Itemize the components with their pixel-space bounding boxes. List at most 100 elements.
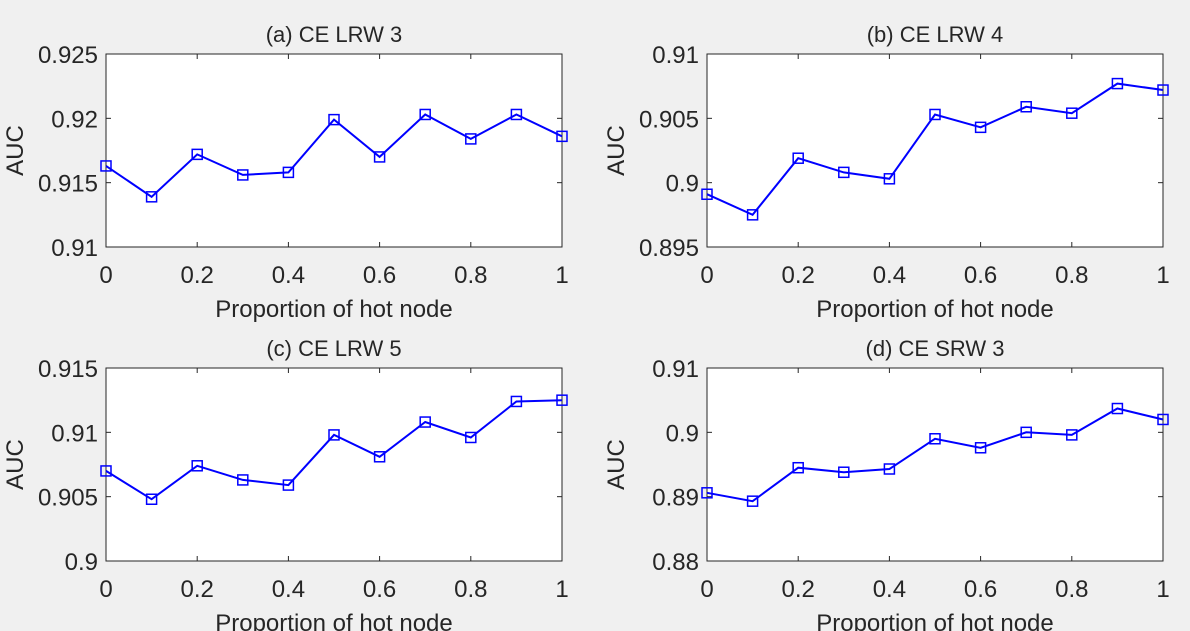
data-point-marker: [883, 463, 896, 475]
x-axis-label: Proportion of hot node: [215, 610, 453, 631]
y-tick-label: 0.895: [639, 235, 699, 262]
data-point-marker: [373, 451, 386, 463]
x-tick-label: 0.4: [272, 576, 305, 603]
data-point-marker: [1111, 402, 1124, 415]
y-tick-label: 0.91: [51, 235, 98, 262]
x-tick-label: 0.2: [782, 576, 815, 603]
data-point-marker: [883, 173, 896, 185]
y-tick-label: 0.915: [38, 356, 98, 383]
data-point-marker: [328, 113, 340, 126]
series-line: [105, 113, 563, 199]
data-point-marker: [191, 460, 203, 472]
subplot-title: (c) CE LRW 5: [266, 336, 401, 361]
y-axis-label: AUC: [2, 439, 29, 490]
data-point-marker: [191, 148, 203, 161]
series-line: [105, 399, 563, 501]
plot-area: [105, 367, 563, 562]
data-point-marker: [373, 151, 386, 163]
x-axis-label: Proportion of hot node: [816, 610, 1054, 631]
y-axis-label: AUC: [2, 125, 29, 176]
y-tick-label: 0.9: [65, 549, 98, 576]
x-tick-label: 0: [700, 262, 713, 289]
y-tick-label: 0.92: [51, 106, 98, 133]
subplot-4: 0 0.2 0.4 0.6 0.8 1 0.88 0.89 0.9 0.91 (d) CE SRW …: [603, 336, 1170, 631]
data-point-marker: [510, 108, 523, 121]
y-tick-label: 0.9: [666, 171, 699, 198]
x-tick-label: 1: [1156, 262, 1169, 289]
plot-area: [105, 53, 563, 248]
x-tick-label: 1: [555, 576, 568, 603]
data-point-marker: [237, 474, 249, 486]
x-axis-label: Proportion of hot node: [215, 296, 453, 323]
data-point-marker: [328, 429, 340, 441]
data-point-marker: [838, 166, 850, 179]
data-point-marker: [746, 495, 759, 507]
x-tick-label: 0.4: [272, 262, 305, 289]
y-tick-label: 0.915: [38, 171, 98, 198]
data-point-marker: [1020, 101, 1032, 113]
x-tick-label: 0.6: [964, 262, 997, 289]
x-tick-label: 1: [555, 262, 568, 289]
series-line: [706, 407, 1164, 503]
data-point-marker: [465, 431, 477, 444]
y-axis-label: AUC: [603, 125, 630, 176]
data-point-marker: [1157, 413, 1169, 426]
x-tick-label: 0.8: [454, 262, 487, 289]
x-tick-label: 0.8: [454, 576, 487, 603]
data-point-marker: [701, 188, 713, 200]
x-tick-label: 0.6: [964, 576, 997, 603]
y-tick-label: 0.925: [38, 42, 98, 69]
data-point-marker: [974, 121, 987, 134]
x-axis-label: Proportion of hot node: [816, 296, 1054, 323]
data-point-marker: [746, 209, 759, 221]
subplot-title: (a) CE LRW 3: [266, 22, 403, 47]
plot-area: [706, 367, 1164, 562]
y-tick-label: 0.91: [652, 356, 699, 383]
x-tick-label: 0: [99, 262, 112, 289]
data-point-marker: [145, 493, 158, 505]
data-point-marker: [419, 108, 431, 121]
data-point-marker: [419, 416, 431, 428]
data-point-marker: [510, 395, 523, 408]
data-point-marker: [1157, 84, 1169, 96]
y-tick-label: 0.89: [652, 485, 699, 512]
x-tick-label: 0: [700, 576, 713, 603]
x-tick-label: 0.2: [782, 262, 815, 289]
x-tick-label: 0: [99, 576, 112, 603]
data-point-marker: [792, 461, 804, 474]
y-tick-label: 0.91: [51, 420, 98, 447]
y-tick-label: 0.905: [38, 485, 98, 512]
x-tick-label: 1: [1156, 576, 1169, 603]
x-tick-label: 0.6: [363, 576, 396, 603]
subplot-2: 0 0.2 0.4 0.6 0.8 1 0.895 0.9 0.905 0.91 (b) CE LR…: [603, 22, 1170, 323]
data-point-marker: [556, 130, 568, 143]
series-line: [706, 82, 1164, 217]
y-tick-label: 0.9: [666, 420, 699, 447]
subplot-3: 0 0.2 0.4 0.6 0.8 1 0.9 0.905 0.91 0.915 (c) CE LR…: [2, 336, 569, 631]
data-point-marker: [1066, 429, 1078, 441]
x-tick-label: 0.2: [181, 576, 214, 603]
data-point-marker: [100, 160, 112, 172]
data-point-marker: [792, 152, 804, 164]
data-point-marker: [1020, 426, 1032, 439]
data-point-marker: [465, 133, 477, 145]
data-point-marker: [237, 169, 249, 181]
data-point-marker: [838, 466, 850, 478]
x-tick-label: 0.4: [873, 262, 906, 289]
data-point-marker: [701, 487, 713, 499]
y-tick-label: 0.91: [652, 42, 699, 69]
data-point-marker: [1066, 107, 1078, 119]
subplot-title: (d) CE SRW 3: [866, 336, 1005, 361]
x-tick-label: 0.6: [363, 262, 396, 289]
y-tick-label: 0.88: [652, 549, 699, 576]
x-tick-label: 0.4: [873, 576, 906, 603]
y-tick-label: 0.905: [639, 106, 699, 133]
x-tick-label: 0.8: [1055, 576, 1088, 603]
data-point-marker: [282, 479, 295, 491]
data-point-marker: [974, 442, 987, 454]
data-point-marker: [282, 166, 295, 179]
data-point-marker: [929, 433, 941, 445]
x-tick-label: 0.8: [1055, 262, 1088, 289]
data-point-marker: [929, 108, 941, 121]
